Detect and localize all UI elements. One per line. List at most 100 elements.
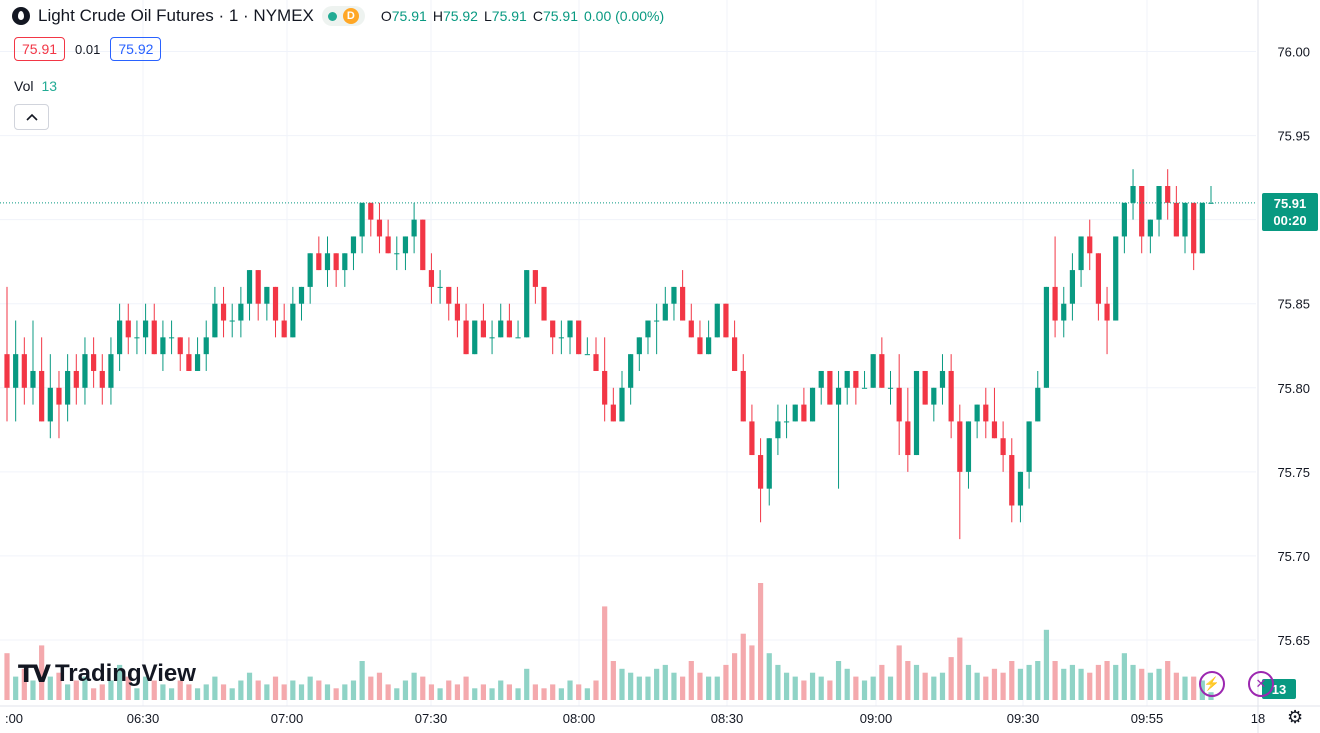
candle-body xyxy=(714,303,720,338)
volume-bar xyxy=(801,680,807,700)
volume-bar xyxy=(472,688,478,700)
low-value: 75.91 xyxy=(491,8,527,24)
price-axis-label: 75.70 xyxy=(1277,549,1310,564)
candle-body xyxy=(446,286,452,304)
buy-button[interactable]: 75.92 xyxy=(110,37,162,61)
time-axis-label: 09:30 xyxy=(1007,711,1040,726)
candle-body xyxy=(524,270,530,338)
volume-bar xyxy=(1035,661,1041,700)
volume-bar xyxy=(56,672,62,700)
market-status-pill[interactable]: D xyxy=(321,6,365,26)
volume-bar xyxy=(714,676,720,700)
chevron-up-icon xyxy=(25,113,38,121)
time-axis-label: 08:00 xyxy=(563,711,596,726)
candle-body xyxy=(965,421,972,472)
volume-bar xyxy=(757,583,764,700)
candle-body xyxy=(913,370,920,456)
candle-body xyxy=(939,370,946,388)
time-axis-label: 18 xyxy=(1251,711,1265,726)
candle-body xyxy=(1182,202,1188,237)
volume-bar xyxy=(1147,672,1153,700)
candle-body xyxy=(1139,186,1145,237)
candle-body xyxy=(82,354,88,388)
tradingview-logo[interactable]: TV TradingView xyxy=(18,660,196,688)
volume-bar xyxy=(498,680,504,700)
volume-bar xyxy=(879,664,885,700)
volume-bar xyxy=(688,661,694,700)
gear-icon[interactable]: ⚙ xyxy=(1287,707,1304,727)
volume-bar xyxy=(177,680,183,700)
volume-bar xyxy=(827,680,833,700)
candle-body xyxy=(238,303,244,321)
time-axis-label: :00 xyxy=(5,711,23,726)
candle-body xyxy=(498,320,504,338)
volume-bar xyxy=(142,676,149,700)
lightning-icon[interactable]: ⚡ xyxy=(1199,671,1225,697)
candle-body xyxy=(896,387,902,422)
time-axis-label: 08:30 xyxy=(711,711,744,726)
volume-bar xyxy=(1061,668,1067,700)
volume-bar xyxy=(636,676,642,700)
candle-body xyxy=(359,202,365,237)
volume-bar xyxy=(446,680,452,700)
price-axis-label: 75.65 xyxy=(1277,633,1310,648)
candle-body xyxy=(212,303,218,338)
candle-body xyxy=(1121,202,1127,237)
volume-bar xyxy=(21,668,27,700)
candle-body xyxy=(931,387,937,405)
volume-bar xyxy=(411,672,417,700)
volume-bar xyxy=(437,688,443,700)
volume-bar xyxy=(628,672,634,700)
candle-body xyxy=(809,387,816,422)
volume-bar xyxy=(194,688,201,700)
sell-button[interactable]: 75.91 xyxy=(14,37,66,61)
volume-bar xyxy=(134,688,140,700)
volume-bar xyxy=(524,668,530,700)
candle-body xyxy=(177,337,183,355)
candle-body xyxy=(437,286,443,288)
candle-body xyxy=(1043,286,1050,388)
tradingview-wordmark: TradingView xyxy=(54,660,196,687)
candle-body xyxy=(134,337,140,339)
candle-body xyxy=(220,303,227,321)
volume-legend[interactable]: Vol 13 xyxy=(14,78,57,94)
volume-bar xyxy=(887,676,894,700)
candle-body xyxy=(567,320,573,338)
candle-body xyxy=(801,404,807,422)
volume-bar xyxy=(1017,668,1024,700)
volume-bar xyxy=(1087,672,1093,700)
candle-body xyxy=(489,337,495,339)
volume-bar xyxy=(428,684,435,700)
volume-bar xyxy=(1026,664,1032,700)
volume-bar xyxy=(576,684,582,700)
symbol-title[interactable]: Light Crude Oil Futures · 1 · NYMEX xyxy=(38,6,314,25)
volume-bar xyxy=(151,680,157,700)
candle-body xyxy=(454,303,461,321)
bar-countdown: 00:20 xyxy=(1273,213,1307,228)
collapse-legend-button[interactable] xyxy=(14,104,49,130)
close-circle-icon[interactable]: ✕ xyxy=(1248,671,1274,697)
candle-body xyxy=(887,387,894,389)
volume-bar xyxy=(1104,661,1110,700)
candle-body xyxy=(948,370,954,422)
candle-body xyxy=(870,354,876,388)
candle-body xyxy=(65,370,71,405)
candle-body xyxy=(1000,438,1006,456)
candle-body xyxy=(298,286,305,304)
volume-bar xyxy=(342,684,348,700)
candle-body xyxy=(1173,202,1179,237)
volume-bar xyxy=(82,676,88,700)
candle-body xyxy=(974,404,980,422)
volume-bar xyxy=(1130,664,1136,700)
volume-bar xyxy=(220,684,227,700)
volume-bar xyxy=(238,680,244,700)
candle-body xyxy=(324,253,331,271)
volume-bar xyxy=(99,684,105,700)
time-axis-label: 09:55 xyxy=(1131,711,1164,726)
volume-bar xyxy=(186,684,192,700)
low-label: L xyxy=(483,8,492,24)
volume-bar xyxy=(506,684,512,700)
volume-bar xyxy=(272,676,279,700)
candle-body xyxy=(983,404,989,422)
